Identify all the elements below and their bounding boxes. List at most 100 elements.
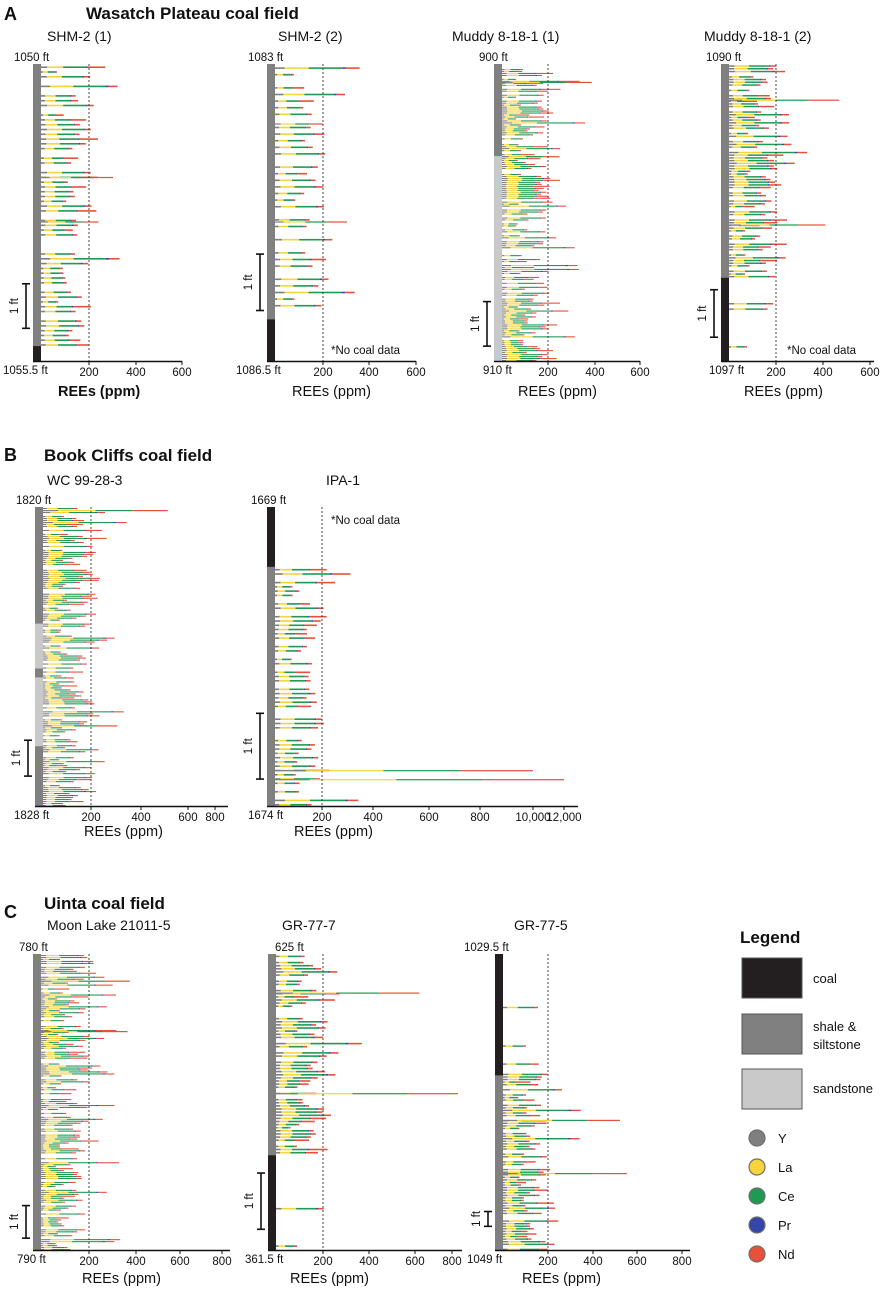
- ree-bar-segment: [294, 718, 315, 720]
- ree-bar-segment: [41, 1103, 46, 1105]
- ree-bar-segment: [309, 1033, 315, 1036]
- ree-bar-segment: [48, 976, 67, 978]
- ree-bar-segment: [512, 1109, 536, 1112]
- ree-bar-segment: [46, 799, 55, 801]
- ree-bar-segment: [520, 112, 539, 114]
- ree-bar-segment: [505, 245, 516, 247]
- ree-bar-segment: [49, 573, 64, 575]
- ree-bar-segment: [76, 1012, 79, 1014]
- ree-bar-segment: [532, 247, 563, 249]
- ree-bar-segment: [42, 71, 48, 73]
- ree-bar-segment: [41, 1140, 47, 1142]
- ree-bar-segment: [55, 119, 69, 121]
- ree-bar-segment: [309, 1024, 312, 1026]
- ree-bar-segment: [55, 1033, 56, 1035]
- ree-bar-segment: [502, 126, 507, 128]
- ree-peak-bar-segment: [58, 510, 96, 512]
- ree-bar-segment: [65, 1164, 67, 1166]
- ree-bar-segment: [42, 1185, 48, 1187]
- ree-bar-segment: [503, 1073, 509, 1076]
- ree-bar-segment: [65, 523, 67, 525]
- ree-bar-segment: [525, 128, 527, 130]
- ree-bar-segment: [502, 84, 507, 86]
- ree-bar-segment: [51, 763, 61, 765]
- ree-bar-segment: [528, 1238, 532, 1240]
- ree-bar-segment: [67, 1037, 95, 1039]
- ree-bar-segment: [294, 782, 300, 785]
- ree-bar-segment: [95, 512, 98, 514]
- ree-bar-segment: [295, 791, 297, 793]
- ree-bar-segment: [751, 238, 752, 240]
- ree-bar-segment: [760, 194, 762, 197]
- ree-bar-segment: [63, 229, 65, 231]
- ree-bar-segment: [311, 756, 313, 759]
- ree-bar-segment: [55, 801, 68, 803]
- ree-bar-segment: [275, 594, 278, 597]
- ree-bar-segment: [765, 178, 771, 181]
- ree-bar-segment: [729, 303, 735, 305]
- ree-peak-bar-segment: [798, 224, 826, 226]
- ree-bar-segment: [63, 181, 65, 183]
- ree-bar-segment: [317, 581, 335, 584]
- ree-bar-segment: [43, 697, 46, 699]
- ree-bar-segment: [521, 1073, 541, 1076]
- ree-bar-segment: [61, 1014, 63, 1016]
- ree-bar-segment: [51, 157, 63, 159]
- ree-bar-segment: [517, 1127, 520, 1130]
- ree-bar-segment: [509, 148, 527, 150]
- ree-bar-segment: [766, 68, 768, 70]
- ree-bar-segment: [503, 1168, 508, 1171]
- ree-bar-segment: [62, 685, 64, 687]
- ree-bar-segment: [298, 1102, 300, 1104]
- ree-bar-segment: [279, 692, 292, 695]
- ree-bar-segment: [515, 1081, 531, 1083]
- ree-bar-segment: [522, 213, 528, 215]
- ree-bar-segment: [61, 731, 63, 733]
- ree-bar-segment: [307, 265, 313, 267]
- ree-bar-segment: [283, 971, 302, 973]
- ree-bar-segment: [50, 639, 70, 641]
- ree-bar-segment: [541, 110, 544, 112]
- ree-bar-segment: [309, 989, 312, 992]
- ree-bar-segment: [275, 671, 278, 674]
- ree-bar-segment: [504, 104, 510, 106]
- ree-bar-segment: [293, 996, 294, 998]
- ree-bar-segment: [41, 1026, 46, 1028]
- ree-bar-segment: [275, 658, 277, 661]
- ree-bar-segment: [729, 89, 732, 92]
- ree-bar-segment: [747, 170, 751, 173]
- ree-bar-segment: [502, 229, 505, 231]
- ree-bar-segment: [761, 81, 763, 83]
- ree-bar-segment: [43, 577, 50, 579]
- ree-bar-segment: [503, 1138, 513, 1140]
- ree-bar-segment: [503, 1084, 507, 1086]
- ree-peak-bar-segment: [336, 992, 380, 994]
- ree-bar-segment: [285, 1042, 311, 1045]
- ree-bar-segment: [79, 663, 82, 665]
- ree-bar-segment: [80, 789, 83, 791]
- ree-bar-segment: [542, 302, 561, 304]
- ree-bar-segment: [518, 104, 521, 106]
- ree-bar-segment: [504, 162, 512, 164]
- ree-bar-segment: [759, 213, 762, 216]
- ree-bar-segment: [575, 122, 586, 124]
- ree-bar-segment: [47, 104, 64, 107]
- ree-bar-segment: [279, 265, 291, 267]
- ree-bar-segment: [43, 1195, 51, 1197]
- ree-bar-segment: [45, 763, 52, 765]
- ree-bar-segment: [277, 87, 284, 89]
- ree-bar-segment: [57, 1130, 75, 1132]
- ree-bar-segment: [524, 130, 528, 132]
- ree-bar-segment: [51, 282, 63, 284]
- ree-bar-segment: [529, 1125, 531, 1127]
- ree-bar-segment: [71, 1158, 73, 1160]
- ree-bar-segment: [45, 320, 58, 322]
- ree-bar-segment: [87, 593, 90, 595]
- ree-bar-segment: [43, 272, 51, 274]
- ree-bar-segment: [507, 1202, 520, 1204]
- ree-peak-bar-segment: [43, 725, 52, 727]
- ree-bar-segment: [300, 603, 310, 605]
- ree-bar-segment: [278, 1123, 286, 1126]
- ree-bar-segment: [61, 1225, 65, 1227]
- ree-bar-segment: [76, 779, 91, 781]
